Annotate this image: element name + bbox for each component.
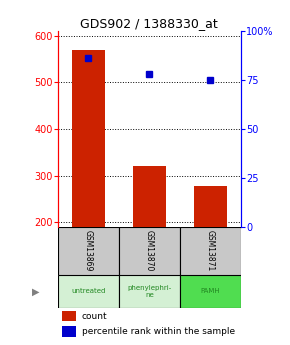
Bar <box>133 166 166 227</box>
Title: GDS902 / 1388330_at: GDS902 / 1388330_at <box>80 17 218 30</box>
Text: ▶: ▶ <box>32 286 40 296</box>
Bar <box>119 275 180 308</box>
Text: percentile rank within the sample: percentile rank within the sample <box>82 327 235 336</box>
Text: phenylephri-
ne: phenylephri- ne <box>127 285 171 298</box>
Bar <box>72 50 105 227</box>
Text: GSM13871: GSM13871 <box>206 230 215 272</box>
Text: PAMH: PAMH <box>200 288 220 294</box>
Text: GSM13870: GSM13870 <box>145 230 154 272</box>
Text: untreated: untreated <box>71 288 106 294</box>
Bar <box>62 326 76 337</box>
Bar <box>180 227 241 275</box>
Bar <box>180 275 241 308</box>
Bar <box>58 275 119 308</box>
Text: count: count <box>82 312 107 321</box>
Bar <box>193 186 227 227</box>
Bar <box>58 227 119 275</box>
Text: GSM13869: GSM13869 <box>84 230 93 272</box>
Bar <box>119 227 180 275</box>
Bar <box>62 310 76 321</box>
